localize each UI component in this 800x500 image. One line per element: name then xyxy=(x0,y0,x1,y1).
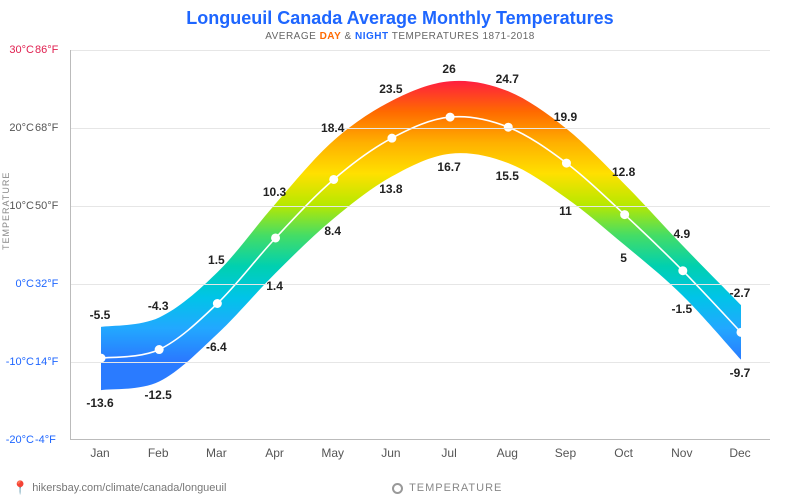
ytick-celsius: 10°C xyxy=(0,200,34,212)
ytick-fahrenheit: 32°F xyxy=(35,278,58,290)
gridline xyxy=(71,284,770,285)
legend-label: TEMPERATURE xyxy=(409,482,502,494)
night-value-label: 1.4 xyxy=(266,279,283,293)
avg-point xyxy=(679,267,687,275)
legend-marker-icon xyxy=(392,483,403,494)
avg-point xyxy=(446,113,454,121)
day-value-label: -5.5 xyxy=(90,308,111,322)
chart-title: Longueuil Canada Average Monthly Tempera… xyxy=(0,0,800,29)
night-value-label: -1.5 xyxy=(671,302,692,316)
avg-point xyxy=(97,354,105,362)
gridline xyxy=(71,128,770,129)
night-value-label: -6.4 xyxy=(206,340,227,354)
ytick-celsius: 30°C xyxy=(0,44,34,56)
subtitle-suffix: TEMPERATURES 1871-2018 xyxy=(389,31,535,42)
day-value-label: 10.3 xyxy=(263,185,286,199)
source-text: hikersbay.com/climate/canada/longueuil xyxy=(32,482,226,494)
ytick-fahrenheit: 86°F xyxy=(35,44,58,56)
chart-footer: 📍 hikersbay.com/climate/canada/longueuil… xyxy=(0,480,800,496)
legend: TEMPERATURE xyxy=(392,482,502,494)
gridline xyxy=(71,362,770,363)
xtick-month: Jun xyxy=(381,446,400,460)
night-value-label: 13.8 xyxy=(379,182,402,196)
day-value-label: -2.7 xyxy=(730,286,751,300)
day-value-label: 4.9 xyxy=(673,227,690,241)
xtick-month: Jul xyxy=(441,446,456,460)
day-value-label: 1.5 xyxy=(208,253,225,267)
day-value-label: 19.9 xyxy=(554,110,577,124)
ytick-celsius: 20°C xyxy=(0,122,34,134)
subtitle-day: DAY xyxy=(320,31,342,42)
xtick-month: Mar xyxy=(206,446,227,460)
day-value-label: 12.8 xyxy=(612,165,635,179)
gridline xyxy=(71,50,770,51)
night-value-label: 15.5 xyxy=(496,169,519,183)
avg-point xyxy=(737,328,745,336)
avg-point xyxy=(330,175,338,183)
night-value-label: 5 xyxy=(620,251,627,265)
xtick-month: Aug xyxy=(497,446,518,460)
xtick-month: May xyxy=(321,446,344,460)
gridline xyxy=(71,206,770,207)
day-value-label: 24.7 xyxy=(496,72,519,86)
temperature-band-svg xyxy=(71,50,770,439)
ytick-celsius: -10°C xyxy=(0,356,34,368)
day-value-label: 23.5 xyxy=(379,82,402,96)
subtitle-prefix: AVERAGE xyxy=(265,31,319,42)
avg-point xyxy=(213,300,221,308)
ytick-fahrenheit: -4°F xyxy=(35,434,56,446)
ytick-celsius: 0°C xyxy=(0,278,34,290)
chart-container: Longueuil Canada Average Monthly Tempera… xyxy=(0,0,800,500)
xtick-month: Feb xyxy=(148,446,169,460)
avg-point xyxy=(272,234,280,242)
avg-point xyxy=(621,211,629,219)
day-value-label: -4.3 xyxy=(148,299,169,313)
xtick-month: Nov xyxy=(671,446,692,460)
ytick-celsius: -20°C xyxy=(0,434,34,446)
ytick-fahrenheit: 14°F xyxy=(35,356,58,368)
avg-point xyxy=(155,346,163,354)
xtick-month: Apr xyxy=(265,446,284,460)
plot-area xyxy=(70,50,770,440)
avg-point xyxy=(562,159,570,167)
ytick-fahrenheit: 50°F xyxy=(35,200,58,212)
night-value-label: -12.5 xyxy=(144,388,171,402)
xtick-month: Sep xyxy=(555,446,576,460)
night-value-label: 16.7 xyxy=(437,160,460,174)
ytick-fahrenheit: 68°F xyxy=(35,122,58,134)
night-value-label: 8.4 xyxy=(324,224,341,238)
source-credit: 📍 hikersbay.com/climate/canada/longueuil xyxy=(12,480,226,496)
map-pin-icon: 📍 xyxy=(12,480,28,496)
avg-point xyxy=(388,134,396,142)
subtitle-mid: & xyxy=(341,31,355,42)
subtitle-night: NIGHT xyxy=(355,31,389,42)
day-value-label: 26 xyxy=(442,62,455,76)
xtick-month: Dec xyxy=(729,446,750,460)
day-value-label: 18.4 xyxy=(321,121,344,135)
night-value-label: -9.7 xyxy=(730,366,751,380)
xtick-month: Jan xyxy=(90,446,109,460)
night-value-label: 11 xyxy=(559,204,572,218)
night-value-label: -13.6 xyxy=(86,396,113,410)
chart-subtitle: AVERAGE DAY & NIGHT TEMPERATURES 1871-20… xyxy=(0,29,800,42)
xtick-month: Oct xyxy=(614,446,633,460)
